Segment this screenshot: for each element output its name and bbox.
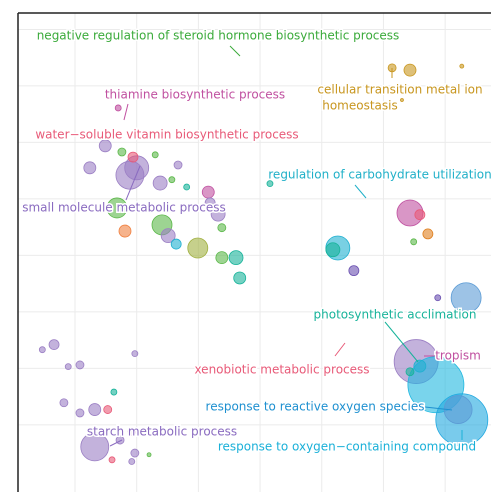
points bbox=[38, 63, 489, 465]
bubble bbox=[83, 161, 97, 175]
bubble bbox=[75, 408, 85, 418]
bubble bbox=[106, 197, 128, 219]
bubble bbox=[403, 63, 417, 77]
bubble bbox=[168, 176, 176, 184]
bubble bbox=[170, 238, 182, 250]
leader-line bbox=[109, 439, 123, 447]
grid bbox=[18, 12, 491, 492]
bubble bbox=[59, 398, 69, 408]
bubble bbox=[108, 456, 116, 464]
leader-line bbox=[354, 184, 367, 199]
bubble bbox=[187, 237, 209, 259]
bubble bbox=[266, 180, 274, 188]
bubble bbox=[75, 360, 85, 370]
annotation: starch metabolic process bbox=[87, 425, 237, 439]
annotation: negative regulation of steroid hormone b… bbox=[37, 29, 400, 43]
leader-line bbox=[424, 406, 453, 411]
leader-line bbox=[123, 103, 129, 121]
bubble bbox=[210, 206, 226, 222]
bubble bbox=[127, 427, 137, 436]
bubble bbox=[434, 294, 442, 302]
annotation: cellular transition metal ion bbox=[317, 83, 482, 97]
bubble bbox=[152, 175, 168, 191]
bubble bbox=[233, 271, 247, 285]
annotation: response to oxygen−containing compound bbox=[218, 440, 476, 454]
annotation: tropism bbox=[435, 349, 481, 363]
bubble bbox=[400, 98, 404, 102]
bubble bbox=[80, 432, 110, 462]
bubble bbox=[217, 223, 227, 233]
bubble bbox=[98, 139, 112, 153]
bubble bbox=[405, 367, 415, 377]
bubble bbox=[48, 339, 60, 351]
bubble bbox=[103, 405, 113, 414]
annotation: xenobiotic metabolic process bbox=[194, 363, 369, 377]
bubble bbox=[228, 250, 244, 266]
bubble bbox=[151, 151, 159, 159]
bubble bbox=[348, 265, 360, 277]
bubble bbox=[110, 388, 118, 396]
bubble bbox=[459, 63, 465, 69]
bubble bbox=[422, 228, 434, 240]
bubble bbox=[130, 448, 140, 458]
bubble bbox=[410, 238, 418, 246]
bubble bbox=[88, 403, 102, 416]
labels: negative regulation of steroid hormone b… bbox=[21, 27, 491, 455]
bubble bbox=[201, 185, 215, 199]
leader-line bbox=[229, 45, 241, 57]
bubble bbox=[204, 197, 216, 209]
annotation: regulation of carbohydrate utilization bbox=[268, 168, 491, 182]
bubble bbox=[64, 363, 72, 371]
annotation: thiamine biosynthetic process bbox=[105, 88, 285, 102]
bubble bbox=[173, 160, 183, 170]
bubble bbox=[114, 104, 122, 112]
bubble bbox=[118, 224, 132, 238]
bubble bbox=[215, 251, 229, 265]
annotation: homeostasis bbox=[322, 99, 398, 113]
bubble bbox=[128, 458, 136, 465]
bubble bbox=[160, 228, 176, 244]
bubble bbox=[325, 242, 341, 258]
leader-line bbox=[334, 342, 346, 357]
bubble bbox=[131, 350, 139, 358]
annotation: water−soluble vitamin biosynthetic proce… bbox=[35, 128, 298, 142]
bubble bbox=[183, 183, 191, 191]
annotation: small molecule metabolic process bbox=[22, 201, 226, 215]
leader-line bbox=[125, 165, 141, 201]
bubble bbox=[450, 282, 482, 314]
leader-line bbox=[384, 321, 419, 363]
annotation: response to reactive oxygen species bbox=[206, 400, 425, 414]
bubble bbox=[413, 359, 427, 373]
bubble bbox=[127, 151, 139, 163]
annotation: photosynthetic acclimation bbox=[314, 308, 477, 322]
bubble bbox=[117, 147, 127, 157]
bubble bbox=[146, 452, 152, 458]
bubble bbox=[38, 346, 46, 354]
bubble bbox=[414, 209, 426, 221]
